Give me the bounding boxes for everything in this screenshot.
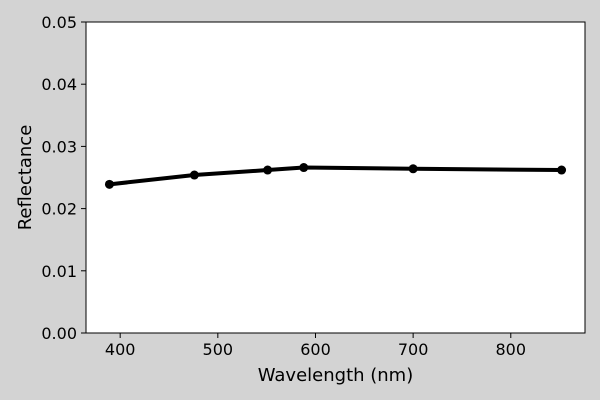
x-tick-label: 700 bbox=[398, 340, 429, 359]
y-tick-label: 0.02 bbox=[41, 200, 77, 219]
y-tick-label: 0.03 bbox=[41, 137, 77, 156]
y-tick-label: 0.04 bbox=[41, 75, 77, 94]
x-tick-label: 400 bbox=[105, 340, 136, 359]
data-point bbox=[104, 179, 114, 189]
series-line bbox=[107, 165, 564, 187]
series-layer bbox=[104, 163, 567, 189]
y-tick-label: 0.01 bbox=[41, 262, 77, 281]
y-tick-label: 0.05 bbox=[41, 13, 77, 32]
x-axis-title: Wavelength (nm) bbox=[258, 365, 414, 386]
y-axis-ticks: 0.00 0.01 0.02 0.03 0.04 0.05 bbox=[41, 13, 86, 343]
data-point bbox=[189, 170, 199, 180]
x-tick-label: 600 bbox=[300, 340, 331, 359]
data-point bbox=[263, 165, 273, 175]
data-point bbox=[557, 165, 567, 175]
x-tick-label: 800 bbox=[496, 340, 527, 359]
y-tick-label: 0.00 bbox=[41, 324, 77, 343]
data-point bbox=[408, 164, 418, 174]
data-point bbox=[299, 163, 309, 173]
x-tick-label: 500 bbox=[203, 340, 234, 359]
y-axis-title: Reflectance bbox=[15, 125, 36, 231]
x-axis-ticks: 400 500 600 700 800 bbox=[105, 333, 526, 359]
